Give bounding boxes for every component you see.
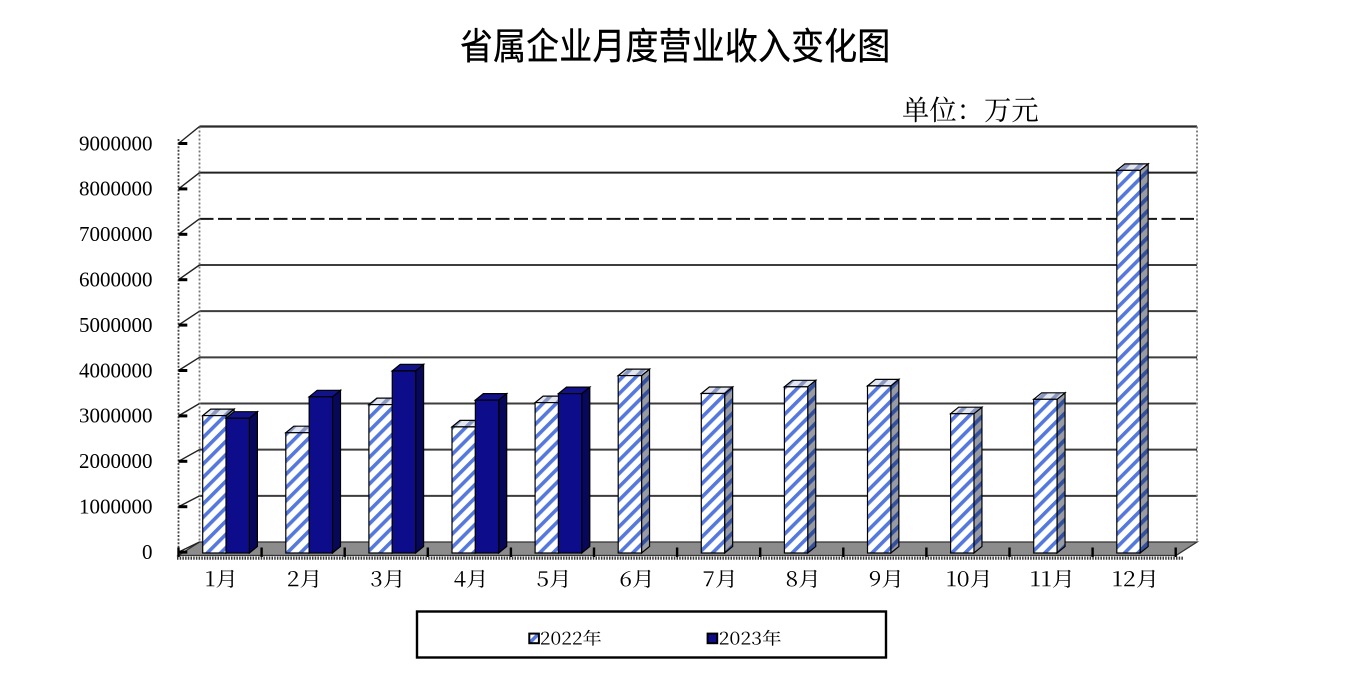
svg-text:6000000: 6000000 [79,268,153,292]
svg-text:5000000: 5000000 [79,313,153,337]
svg-text:7000000: 7000000 [79,222,153,246]
svg-text:0: 0 [142,540,153,564]
svg-text:3000000: 3000000 [79,404,153,428]
svg-text:2000000: 2000000 [79,449,153,473]
svg-text:1000000: 1000000 [79,495,153,519]
svg-text:9000000: 9000000 [79,131,153,155]
svg-text:8000000: 8000000 [79,177,153,201]
svg-text:4000000: 4000000 [79,358,153,382]
